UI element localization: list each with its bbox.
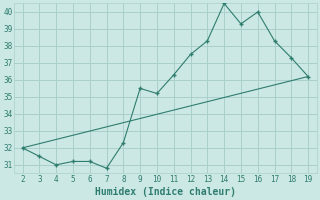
X-axis label: Humidex (Indice chaleur): Humidex (Indice chaleur) <box>95 186 236 197</box>
